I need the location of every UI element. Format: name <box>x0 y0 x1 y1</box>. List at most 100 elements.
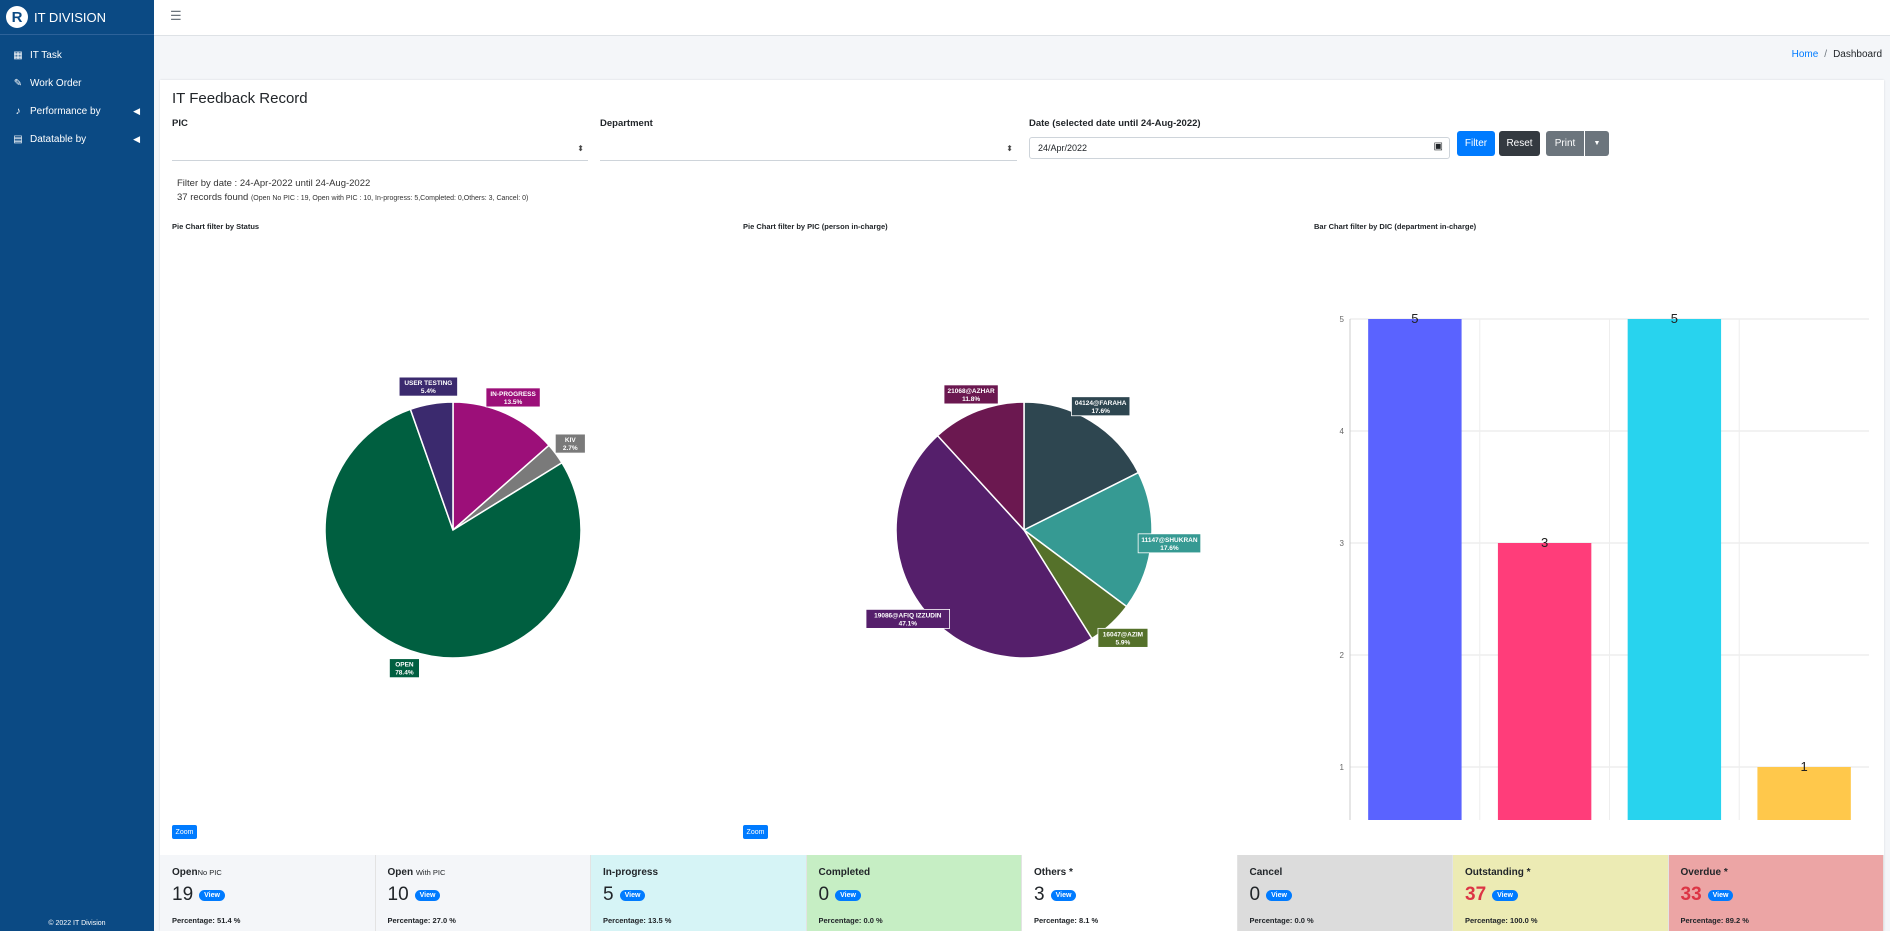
pic-pie-chart: 04124@FARAHA17.6%11147@SHUKRAN17.6%16047… <box>865 384 1202 659</box>
card-title: IT Feedback Record <box>172 90 308 107</box>
date-input-value: 24/Apr/2022 <box>1038 143 1088 153</box>
stat-box-overdue: Overdue * 33 View Percentage: 89.2 % <box>1668 855 1884 931</box>
stat-title: Overdue * <box>1681 867 1872 878</box>
bell-icon: ♪ <box>15 105 21 117</box>
bar-value-label: 5 <box>1671 311 1678 326</box>
date-input[interactable]: 24/Apr/2022 ▣ <box>1029 137 1450 159</box>
pie-label-name: 04124@FARAHA <box>1075 400 1127 407</box>
filter-button[interactable]: Filter <box>1457 131 1495 156</box>
pic-pie-zoom-button[interactable]: Zoom <box>743 825 768 839</box>
stat-count: 0 <box>1249 884 1261 905</box>
stat-title-text: Others * <box>1034 867 1073 878</box>
stat-count: 37 <box>1465 884 1487 905</box>
pie-label-box <box>943 384 999 405</box>
view-button[interactable]: View <box>1050 889 1077 901</box>
bar[interactable] <box>1368 319 1462 820</box>
stat-percentage: Percentage: 0.0 % <box>818 916 883 925</box>
view-button[interactable]: View <box>414 889 441 901</box>
pie-label-box <box>389 658 420 679</box>
select-arrow-icon: ⬍ <box>1006 144 1013 153</box>
stat-number: 3 View <box>1034 884 1225 906</box>
select-arrow-icon: ⬍ <box>577 144 584 153</box>
stat-title-text: Overdue * <box>1680 867 1728 878</box>
breadcrumb-home-link[interactable]: Home <box>1791 49 1819 60</box>
bar[interactable] <box>1757 767 1851 820</box>
pie-label-percent: 5.4% <box>421 388 436 395</box>
y-tick-label: 5 <box>1340 315 1345 324</box>
sidebar-item-performance-by[interactable]: ♪ Performance by ◀ <box>0 97 154 125</box>
y-tick-label: 2 <box>1340 651 1345 660</box>
stat-percentage: Percentage: 100.0 % <box>1465 916 1538 925</box>
reset-button[interactable]: Reset <box>1499 131 1540 156</box>
stat-title: Completed <box>819 867 1010 878</box>
view-button[interactable]: View <box>1492 889 1518 901</box>
sidebar-item-datatable-by[interactable]: ▤ Datatable by ◀ <box>0 125 154 153</box>
hamburger-menu-icon[interactable]: ☰ <box>170 8 182 23</box>
calendar-icon[interactable]: ▣ <box>1433 141 1443 152</box>
stat-count: 0 <box>818 884 830 905</box>
status-pie-zoom-button[interactable]: Zoom <box>172 825 197 839</box>
stat-percentage: Percentage: 0.0 % <box>1249 916 1314 925</box>
pie-slice[interactable] <box>409 401 454 531</box>
view-button[interactable]: View <box>1266 889 1292 901</box>
stat-box-open-no-pic: OpenNo PIC 19 View Percentage: 51.4 % <box>160 855 376 931</box>
pie-label-percent: 13.5% <box>504 399 523 406</box>
stat-count: 10 <box>387 884 409 905</box>
department-select[interactable]: ⬍ <box>600 138 1017 161</box>
stat-box-cancel: Cancel 0 View Percentage: 0.0 % <box>1237 855 1453 931</box>
pic-select[interactable]: ⬍ <box>172 138 588 161</box>
breadcrumb: Home / Dashboard <box>1792 49 1882 60</box>
print-button[interactable]: Print <box>1546 131 1584 156</box>
pie-slice[interactable] <box>1023 401 1140 532</box>
sidebar-item-label: Datatable by <box>30 133 87 145</box>
stat-percentage: Percentage: 89.2 % <box>1680 916 1749 925</box>
pie-label-percent: 11.8% <box>962 396 980 403</box>
stat-count: 19 <box>172 884 194 905</box>
pie-slice[interactable] <box>452 401 551 532</box>
stat-title: Outstanding * <box>1465 867 1656 878</box>
table-icon: ▤ <box>13 133 23 145</box>
stat-number: 0 View <box>1250 884 1441 906</box>
pie-slice[interactable] <box>936 401 1025 532</box>
pie-label-box <box>865 608 950 629</box>
breadcrumb-separator: / <box>1824 49 1828 60</box>
stat-title: Cancel <box>1250 867 1441 878</box>
pie-label-name: OPEN <box>395 662 414 669</box>
stat-title: Others * <box>1034 867 1225 878</box>
pie-label-percent: 78.4% <box>395 670 414 677</box>
pie-slice[interactable] <box>324 408 582 659</box>
brand[interactable]: R IT DIVISION <box>0 0 154 35</box>
sidebar-item-work-order[interactable]: ✎ Work Order <box>0 69 154 97</box>
bar[interactable] <box>1497 543 1592 820</box>
stat-count: 3 <box>1034 884 1045 905</box>
department-label: Department <box>600 118 653 129</box>
filter-date-info: Filter by date : 24-Apr-2022 until 24-Au… <box>177 178 371 189</box>
sidebar-item-it-task[interactable]: ▦ IT Task <box>0 41 154 69</box>
view-button[interactable]: View <box>835 889 861 901</box>
stat-count: 5 <box>603 884 614 905</box>
view-button[interactable]: View <box>619 889 646 901</box>
stat-title-text: Cancel <box>1249 867 1283 878</box>
pic-label: PIC <box>172 118 188 129</box>
view-button[interactable]: View <box>1707 889 1734 901</box>
status-summary-boxes: OpenNo PIC 19 View Percentage: 51.4 % Ope… <box>160 855 1884 931</box>
bar-value-label: 5 <box>1411 311 1418 326</box>
bar-value-label: 3 <box>1541 535 1548 550</box>
pie-slice[interactable] <box>895 434 1093 659</box>
bar[interactable] <box>1627 319 1722 820</box>
pie-label-box <box>398 376 458 397</box>
dic-bar-title: Bar Chart filter by DIC (department in-c… <box>1314 222 1477 231</box>
print-dropdown-toggle[interactable]: ▼ <box>1585 131 1609 156</box>
view-button[interactable]: View <box>199 889 225 901</box>
pie-label-box <box>1137 533 1202 554</box>
copyright-icon: © <box>48 920 54 927</box>
pie-label-box <box>1071 396 1131 417</box>
pie-label-percent: 2.7% <box>563 445 578 452</box>
stat-box-open-with-pic: Open With PIC 10 View Percentage: 27.0 % <box>375 855 591 931</box>
stat-title-text: Open <box>387 867 414 878</box>
